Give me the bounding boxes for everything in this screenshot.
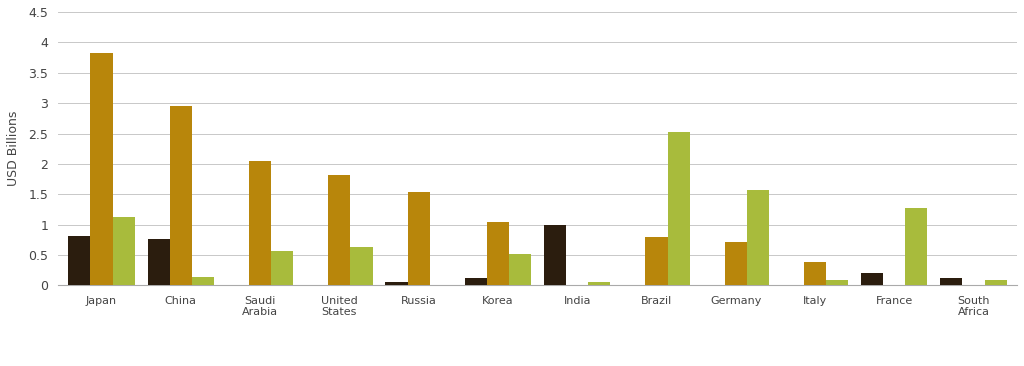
Bar	[509, 254, 531, 285]
Bar	[113, 217, 135, 285]
Bar	[804, 262, 826, 285]
Bar	[408, 193, 430, 285]
Bar	[170, 105, 191, 285]
Bar	[746, 190, 769, 285]
Bar	[984, 280, 1007, 285]
Bar	[69, 236, 90, 285]
Bar	[940, 277, 963, 285]
Bar	[544, 225, 566, 285]
Bar	[465, 278, 486, 285]
Bar	[147, 239, 170, 285]
Bar	[588, 282, 610, 285]
Y-axis label: USD Billions: USD Billions	[7, 111, 19, 186]
Bar	[90, 53, 113, 285]
Bar	[905, 208, 928, 285]
Bar	[385, 283, 408, 285]
Bar	[725, 242, 746, 285]
Bar	[826, 280, 848, 285]
Bar	[191, 277, 214, 285]
Bar	[249, 161, 271, 285]
Bar	[271, 251, 294, 285]
Bar	[645, 238, 668, 285]
Bar	[486, 222, 509, 285]
Bar	[861, 273, 883, 285]
Bar	[350, 247, 373, 285]
Bar	[329, 175, 350, 285]
Bar	[668, 132, 690, 285]
